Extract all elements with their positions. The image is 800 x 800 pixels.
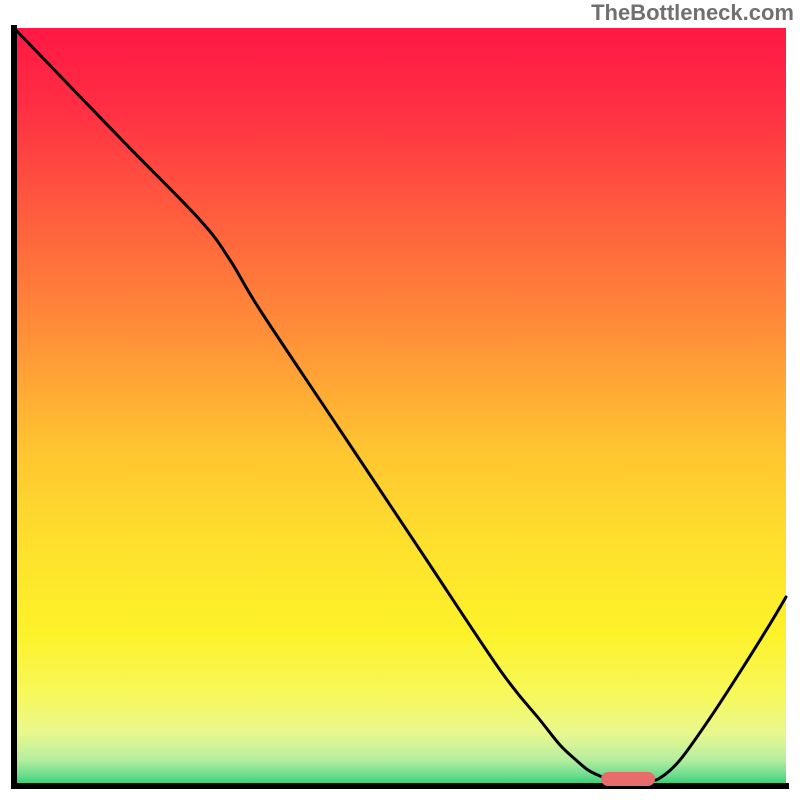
optimal-marker <box>601 772 655 786</box>
plot-background <box>14 28 786 786</box>
bottleneck-chart <box>0 0 800 800</box>
watermark-text: TheBottleneck.com <box>591 0 794 26</box>
chart-container: { "watermark": "TheBottleneck.com", "cha… <box>0 0 800 800</box>
